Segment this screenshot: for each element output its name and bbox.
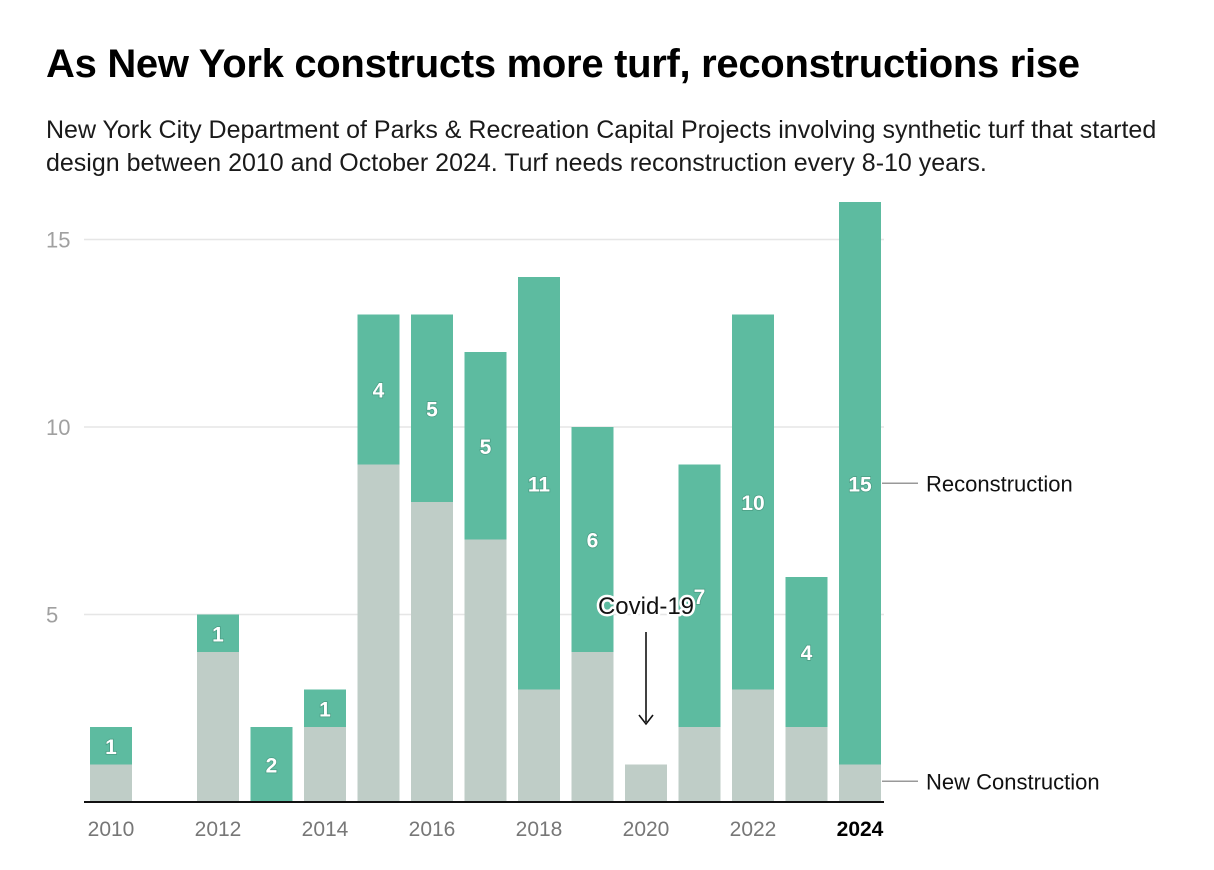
- x-tick-label: 2010: [88, 818, 135, 841]
- x-tick-label: 2020: [623, 818, 670, 841]
- arrow-down-icon: [638, 714, 654, 726]
- x-tick-label: 2018: [516, 818, 563, 841]
- bar-new-construction: [625, 764, 667, 802]
- bar-reconstruction: [357, 314, 400, 465]
- bar-new-construction: [732, 689, 774, 802]
- bar-new-construction: [197, 652, 239, 802]
- y-tick-label: 15: [46, 228, 70, 253]
- x-tick-label: 2022: [730, 818, 777, 841]
- data-label-reconstruction: 4: [373, 380, 385, 403]
- x-tick-label: 2012: [195, 818, 242, 841]
- data-label-reconstruction: 15: [848, 473, 872, 496]
- bar-new-construction: [357, 464, 400, 802]
- data-label-reconstruction: 1: [105, 736, 117, 759]
- bar-reconstruction: [518, 277, 560, 690]
- data-label-reconstruction: 1: [212, 623, 224, 646]
- chart-title: As New York constructs more turf, recons…: [46, 42, 1080, 86]
- y-tick-label: 5: [46, 603, 58, 628]
- bar-new-construction: [304, 727, 346, 802]
- bars: [90, 202, 881, 802]
- data-label-reconstruction: 5: [426, 398, 438, 421]
- bar-new-construction: [90, 764, 132, 802]
- bar-reconstruction: [411, 314, 453, 502]
- bar-new-construction: [518, 689, 560, 802]
- legend: Reconstruction New Construction: [882, 471, 1100, 794]
- legend-label-new-construction: New Construction: [926, 769, 1100, 794]
- y-tick-label: 10: [46, 415, 70, 440]
- data-label-reconstruction: 2: [266, 755, 278, 778]
- annotation: Covid-19: [595, 591, 697, 726]
- x-tick-label: 2016: [409, 818, 456, 841]
- x-tick-label: 2014: [302, 818, 349, 841]
- bar-reconstruction: [250, 727, 293, 802]
- data-label-reconstruction: 5: [480, 436, 492, 459]
- bar-new-construction: [411, 502, 453, 802]
- bar-reconstruction: [464, 352, 507, 540]
- bar-new-construction: [571, 652, 614, 802]
- bar-new-construction: [785, 727, 828, 802]
- bar-reconstruction: [732, 314, 774, 690]
- x-tick-label: 2024: [837, 818, 884, 841]
- bar-new-construction: [839, 764, 881, 802]
- bar-reconstruction: [90, 727, 132, 765]
- bar-reconstruction: [304, 689, 346, 727]
- bar-new-construction: [464, 539, 507, 802]
- bar-reconstruction: [197, 614, 239, 652]
- annotation-label: Covid-19: [598, 593, 694, 620]
- data-label-reconstruction: 7: [694, 586, 706, 609]
- bar-new-construction: [678, 727, 721, 802]
- data-label-reconstruction: 6: [587, 530, 599, 553]
- bar-reconstruction: [785, 577, 828, 727]
- bar-reconstruction: [839, 202, 881, 765]
- chart-subtitle: New York City Department of Parks & Recr…: [46, 116, 1157, 177]
- data-label-reconstruction: 11: [528, 473, 551, 496]
- data-label-reconstruction: 1: [319, 698, 331, 721]
- data-label-reconstruction: 10: [741, 492, 764, 515]
- data-label-reconstruction: 4: [801, 642, 813, 665]
- bar-reconstruction: [571, 427, 614, 652]
- bar-reconstruction: [678, 464, 721, 727]
- legend-label-reconstruction: Reconstruction: [926, 471, 1073, 496]
